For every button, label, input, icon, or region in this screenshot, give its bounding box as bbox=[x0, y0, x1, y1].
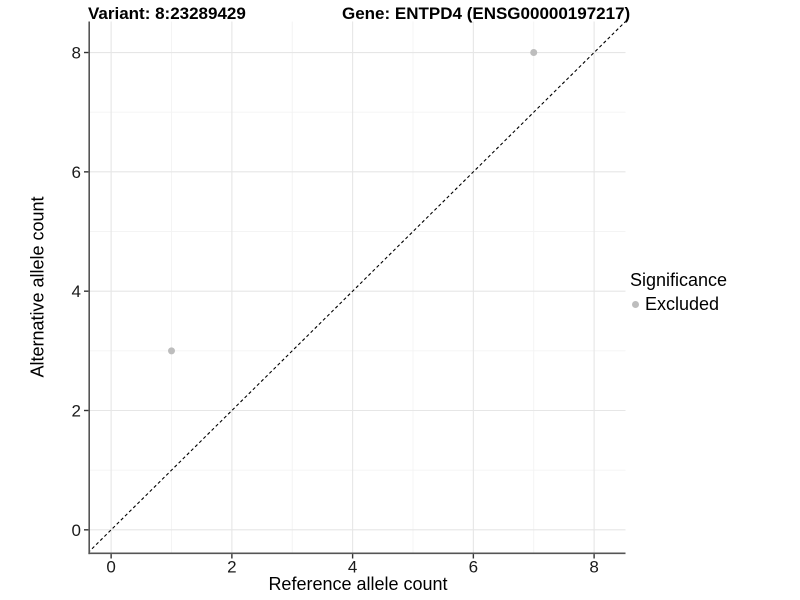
excluded-point-swatch bbox=[632, 301, 639, 308]
x-tick-label-0: 0 bbox=[106, 558, 115, 577]
plot-title-variant: Variant: 8:23289429 bbox=[88, 4, 246, 23]
legend-item-label: Excluded bbox=[645, 294, 720, 314]
y-tick-label-8: 8 bbox=[72, 44, 81, 63]
data-point-excluded-1-3 bbox=[168, 347, 176, 355]
y-tick-label-6: 6 bbox=[72, 163, 81, 182]
legend-title: Significance bbox=[630, 270, 728, 290]
plot-title-gene: Gene: ENTPD4 (ENSG00000197217) bbox=[342, 4, 631, 23]
y-tick-label-0: 0 bbox=[72, 521, 81, 540]
identity-dashed-line bbox=[90, 21, 626, 552]
x-tick-label-2: 2 bbox=[227, 558, 236, 577]
legend-item-excluded: Excluded bbox=[632, 294, 727, 315]
legend: Significance Excluded bbox=[630, 270, 727, 315]
data-point-excluded-7-8 bbox=[530, 49, 538, 57]
x-axis-title: Reference allele count bbox=[268, 574, 448, 594]
y-tick-label-4: 4 bbox=[72, 282, 81, 301]
x-tick-label-4: 4 bbox=[348, 558, 357, 577]
y-tick-label-2: 2 bbox=[72, 402, 81, 421]
x-tick-label-6: 6 bbox=[469, 558, 478, 577]
y-axis-title: Alternative allele count bbox=[27, 196, 48, 378]
x-tick-label-8: 8 bbox=[589, 558, 598, 577]
